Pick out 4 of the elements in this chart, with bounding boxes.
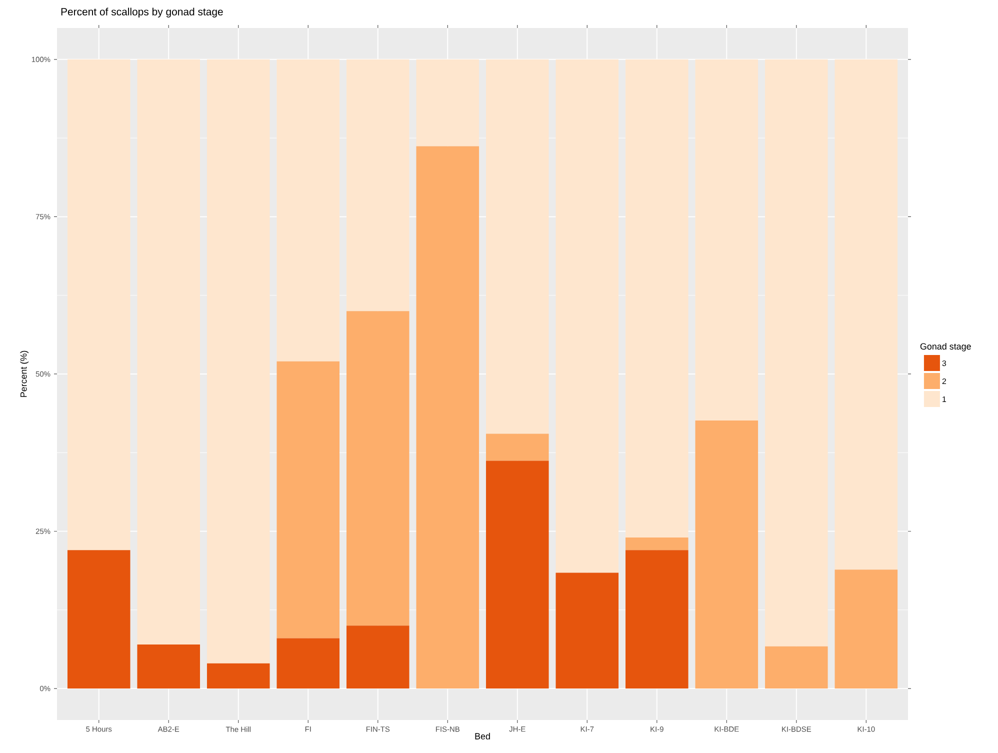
x-axis-title: Bed (475, 732, 490, 740)
legend-title: Gonad stage (920, 342, 971, 352)
y-axis-title: Percent (%) (20, 350, 29, 397)
chart-title: Percent of scallops by gonad stage (61, 8, 223, 18)
